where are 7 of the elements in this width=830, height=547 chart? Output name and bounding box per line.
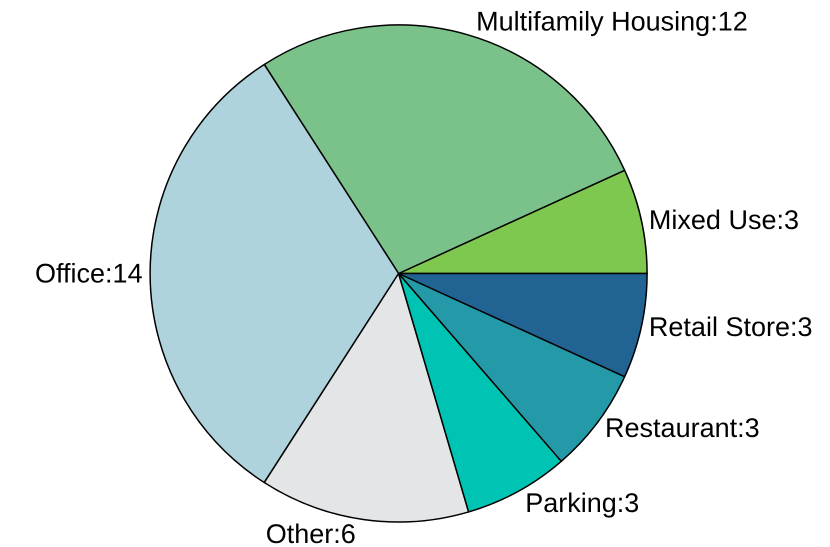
slice-label: Office:14	[35, 258, 143, 288]
slice-label: Retail Store:3	[648, 312, 813, 342]
slice-label: Restaurant:3	[605, 412, 760, 443]
slice-label: Multifamily Housing:12	[476, 6, 748, 36]
slice-label: Other:6	[266, 519, 356, 547]
slice-label: Parking:3	[525, 488, 640, 518]
slice-label: Mixed Use:3	[648, 205, 799, 235]
